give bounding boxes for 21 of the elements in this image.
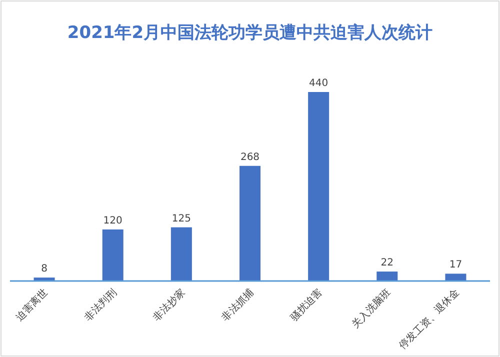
- bar: [308, 92, 330, 281]
- x-tick-label: 骚扰迫害: [288, 286, 325, 324]
- data-label: 17: [449, 260, 462, 271]
- data-label: 268: [240, 152, 260, 163]
- x-tick-label: 非法抄家: [150, 286, 188, 324]
- bar: [376, 272, 398, 281]
- data-label: 22: [380, 258, 394, 269]
- x-tick-label: 非法抓捕: [219, 286, 256, 324]
- x-tick-label: 迫害离世: [14, 286, 50, 324]
- data-label: 8: [41, 264, 48, 275]
- data-label: 120: [103, 215, 122, 226]
- bar: [102, 229, 124, 281]
- bar: [240, 166, 260, 281]
- x-tick-label: 停发工资、退休金: [396, 286, 462, 352]
- bar: [445, 274, 466, 281]
- bar: [170, 227, 192, 281]
- data-label: 125: [172, 213, 191, 224]
- x-tick-label: 非法判刑: [82, 286, 119, 324]
- data-label: 440: [309, 78, 328, 89]
- x-tick-label: 关入洗脑班: [349, 286, 394, 330]
- chart-title: 2021年2月中国法轮功学员遭中共迫害人次统计: [67, 23, 433, 43]
